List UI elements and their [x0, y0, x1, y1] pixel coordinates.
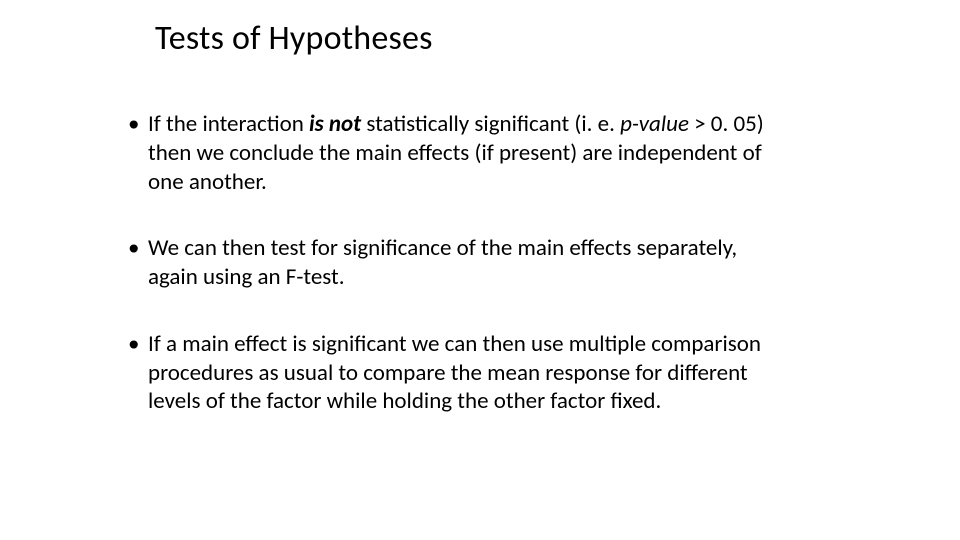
bullet-2-text: We can then test for significance of the…	[148, 234, 737, 291]
slide-title: Tests of Hypotheses	[155, 18, 433, 59]
slide-body: If the interaction is not statistically …	[128, 110, 768, 454]
bullet-2: We can then test for significance of the…	[128, 234, 768, 292]
bullet-1-pre: If the interaction	[148, 110, 309, 138]
bullet-1-isnot: is not	[309, 110, 361, 138]
bullet-1-pvalue: p-value	[620, 110, 689, 138]
slide: Tests of Hypotheses If the interaction i…	[0, 0, 960, 540]
bullet-3: If a main effect is significant we can t…	[128, 330, 768, 416]
bullet-3-text: If a main effect is significant we can t…	[148, 330, 761, 416]
bullet-1: If the interaction is not statistically …	[128, 110, 768, 196]
bullet-1-mid1: statistically significant (i. e.	[361, 110, 620, 138]
